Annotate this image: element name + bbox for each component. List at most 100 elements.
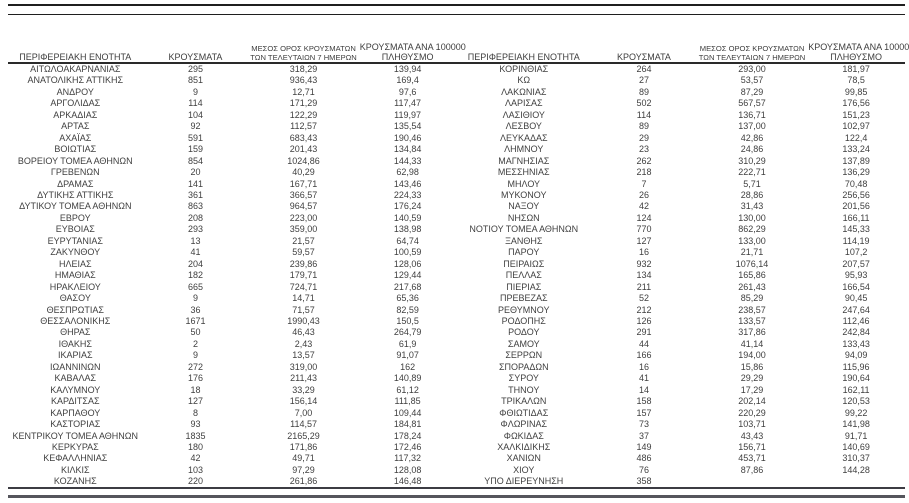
- per100k-cell: 102,97: [842, 121, 870, 132]
- region-cell: ΦΩΚΙΔΑΣ: [503, 430, 544, 441]
- per100k-cell: 162: [400, 361, 416, 372]
- region-cell: ΚΙΛΚΙΣ: [60, 464, 90, 475]
- region-cell: ΜΑΓΝΗΣΙΑΣ: [498, 155, 550, 166]
- column-header-avg7: ΜΕΣΟΣ ΟΡΟΣ ΚΡΟΥΣΜΑΤΩΝ ΤΩΝ ΤΕΛΕΥΤΑΙΩΝ 7 Η…: [248, 18, 358, 64]
- region-cell: ΙΩΑΝΝΙΝΩΝ: [50, 361, 101, 372]
- column-header-avg7-line1: ΜΕΣΟΣ ΟΡΟΣ ΚΡΟΥΣΜΑΤΩΝ: [699, 44, 805, 53]
- per100k-cell: 109,44: [393, 407, 422, 418]
- region-cell: ΗΡΑΚΛΕΙΟΥ: [49, 281, 101, 292]
- region-cell: ΡΟΔΟΠΗΣ: [501, 315, 546, 326]
- avg7-cell: 171,29: [289, 98, 318, 109]
- table-row: ΘΕΣΣΑΛΟΝΙΚΗΣ 1671 1990,43 150,5: [8, 316, 457, 327]
- table-row: ΧΑΛΚΙΔΙΚΗΣ 149 156,71 140,69: [457, 442, 906, 453]
- region-cell: ΑΝΑΤΟΛΙΚΗΣ ΑΤΤΙΚΗΣ: [27, 75, 124, 86]
- per100k-cell: 190,64: [842, 373, 870, 384]
- region-cell: ΝΗΣΩΝ: [507, 212, 540, 223]
- avg7-cell: 40,29: [292, 167, 315, 178]
- table-row: ΓΡΕΒΕΝΩΝ 20 40,29 62,98: [8, 167, 457, 178]
- avg7-cell: 17,29: [740, 384, 764, 395]
- cases-cell: 16: [638, 361, 649, 372]
- avg7-cell: 42,86: [740, 132, 764, 143]
- cases-cell: 9: [192, 293, 198, 304]
- cases-cell: 26: [638, 189, 649, 200]
- cases-cell: 16: [638, 247, 649, 258]
- avg7-cell: 53,57: [740, 75, 764, 86]
- avg7-cell: 201,43: [289, 144, 318, 155]
- avg7-cell: 156,71: [738, 441, 766, 452]
- avg7-cell: 33,29: [292, 384, 315, 395]
- avg7-cell: 24,86: [740, 144, 764, 155]
- cases-cell: 114: [188, 98, 203, 109]
- per100k-cell: 78,5: [847, 75, 865, 86]
- per100k-cell: 136,29: [842, 167, 870, 178]
- column-header-avg7: ΜΕΣΟΣ ΟΡΟΣ ΚΡΟΥΣΜΑΤΩΝ ΤΩΝ ΤΕΛΕΥΤΑΙΩΝ 7 Η…: [697, 18, 807, 64]
- table-row: ΕΥΡΥΤΑΝΙΑΣ 13 21,57 64,74: [8, 236, 457, 247]
- table-row: ΕΥΒΟΙΑΣ 293 359,00 138,98: [8, 224, 457, 235]
- table-row: ΑΝΔΡΟΥ 9 12,71 97,6: [8, 87, 457, 98]
- region-cell: ΣΠΟΡΑΔΩΝ: [498, 361, 549, 372]
- avg7-cell: 28,86: [740, 189, 764, 200]
- table-row: ΦΘΙΩΤΙΔΑΣ 157 220,29 99,22: [457, 408, 906, 419]
- region-cell: ΔΥΤΙΚΟΥ ΤΟΜΕΑ ΑΘΗΝΩΝ: [19, 201, 132, 212]
- avg7-cell: 453,71: [738, 453, 766, 464]
- per100k-cell: 107,2: [844, 247, 868, 258]
- cases-cell: 127: [187, 396, 203, 407]
- per100k-cell: 137,89: [842, 155, 870, 166]
- region-cell: ΑΡΓΟΛΙΔΑΣ: [50, 98, 101, 109]
- per100k-cell: 99,22: [844, 407, 868, 418]
- cases-cell: 14: [638, 384, 649, 395]
- cases-cell: 264: [636, 64, 652, 74]
- table-row: ΛΕΣΒΟΥ 89 137,00 102,97: [457, 121, 906, 132]
- table-row: ΔΥΤΙΚΟΥ ΤΟΜΕΑ ΑΘΗΝΩΝ 863 964,57 176,24: [8, 201, 457, 212]
- cases-cell: 7: [641, 178, 647, 189]
- cases-cell: 42: [638, 201, 649, 212]
- cases-cell: 37: [638, 430, 649, 441]
- per100k-cell: 100,59: [393, 247, 422, 258]
- region-cell: ΠΙΕΡΙΑΣ: [506, 281, 542, 292]
- table-row: ΠΕΛΛΑΣ 134 165,86 95,93: [457, 270, 906, 281]
- table-row: ΤΡΙΚΑΛΩΝ 158 202,14 120,53: [457, 396, 906, 407]
- avg7-cell: 964,57: [289, 201, 318, 212]
- avg7-cell: 12,71: [292, 86, 315, 97]
- table-row: ΣΥΡΟΥ 41 29,29 190,64: [457, 373, 906, 384]
- table-row: ΛΗΜΝΟΥ 23 24,86 133,24: [457, 144, 906, 155]
- avg7-cell: 261,43: [738, 281, 766, 292]
- cases-cell: 502: [636, 98, 652, 109]
- table-row: ΕΒΡΟΥ 208 223,00 140,59: [8, 213, 457, 224]
- cases-cell: 44: [638, 338, 649, 349]
- cases-cell: 93: [190, 419, 201, 430]
- avg7-cell: 318,29: [289, 64, 318, 74]
- per100k-cell: 207,57: [842, 258, 870, 269]
- cases-cell: 124: [636, 212, 652, 223]
- table-row: ΞΑΝΘΗΣ 127 133,00 114,19: [457, 236, 906, 247]
- avg7-cell: 2,43: [294, 338, 313, 349]
- cases-cell: 2: [192, 338, 198, 349]
- column-header-cases: ΚΡΟΥΣΜΑΤΑ: [616, 52, 671, 62]
- cases-cell: 1671: [185, 315, 206, 326]
- region-cell: ΞΑΝΘΗΣ: [505, 235, 543, 246]
- cases-cell: 204: [187, 258, 203, 269]
- per100k-cell: 120,53: [842, 396, 870, 407]
- avg7-cell: 1990,43: [287, 315, 320, 326]
- table-row: ΔΡΑΜΑΣ 141 167,71 143,46: [8, 179, 457, 190]
- per100k-cell: 117,47: [394, 98, 422, 109]
- avg7-cell: 133,57: [738, 315, 766, 326]
- per100k-cell: 117,32: [394, 453, 422, 464]
- per100k-cell: 176,24: [393, 201, 422, 212]
- cases-cell: 358: [636, 476, 652, 487]
- table-row: ΑΝΑΤΟΛΙΚΗΣ ΑΤΤΙΚΗΣ 851 936,43 169,4: [8, 75, 457, 86]
- avg7-cell: 202,14: [738, 396, 766, 407]
- column-header-region: ΠΕΡΙΦΕΡΕΙΑΚΗ ΕΝΟΤΗΤΑ: [19, 52, 132, 62]
- cases-cell: 41: [638, 373, 649, 384]
- table-row: ΛΑΚΩΝΙΑΣ 89 87,29 99,85: [457, 87, 906, 98]
- cases-cell: 166: [636, 350, 652, 361]
- avg7-cell: 87,29: [740, 86, 764, 97]
- region-cell: ΛΕΣΒΟΥ: [505, 121, 542, 132]
- regional-cases-table-left: ΠΕΡΙΦΕΡΕΙΑΚΗ ΕΝΟΤΗΤΑ ΚΡΟΥΣΜΑΤΑ ΜΕΣΟΣ ΟΡΟ…: [8, 18, 466, 488]
- per100k-cell: 82,59: [396, 304, 419, 315]
- per100k-cell: 176,56: [842, 98, 870, 109]
- avg7-cell: 310,29: [738, 155, 766, 166]
- cases-cell: 851: [187, 75, 203, 86]
- avg7-cell: 21,71: [740, 247, 764, 258]
- region-cell: ΝΑΞΟΥ: [508, 201, 540, 212]
